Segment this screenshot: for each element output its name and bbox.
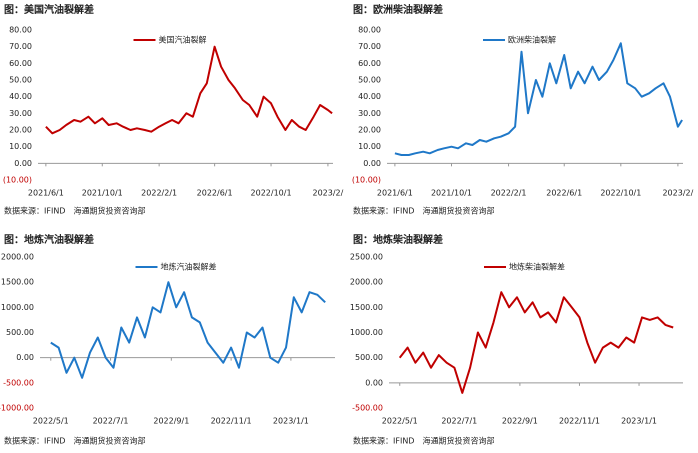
y-tick-label: 500.00 <box>6 328 34 337</box>
y-tick-label: 20.00 <box>358 126 381 135</box>
y-tick-label: 10.00 <box>358 142 381 151</box>
y-tick-label: 30.00 <box>9 109 32 118</box>
x-tick-label: 2022/10/1 <box>251 189 292 198</box>
y-tick-label: (10.00) <box>352 176 381 185</box>
x-tick-label: 2022/2/1 <box>141 189 177 198</box>
y-tick-label: -1000.00 <box>0 404 34 413</box>
x-tick-label: 2021/10/1 <box>431 189 472 198</box>
y-tick-label: -500.00 <box>3 378 34 387</box>
y-tick-label: 40.00 <box>358 92 381 101</box>
y-tick-label: 20.00 <box>9 126 32 135</box>
legend-label: 地炼柴油裂解差 <box>509 262 565 272</box>
y-tick-label: 40.00 <box>9 92 32 101</box>
y-tick-label: 80.00 <box>9 26 32 35</box>
y-tick-label: 2500.00 <box>350 253 383 262</box>
y-tick-label: 60.00 <box>358 59 381 68</box>
x-tick-label: 2022/7/1 <box>441 417 477 426</box>
y-tick-label: 0.00 <box>14 159 32 168</box>
y-tick-label: (10.00) <box>3 176 32 185</box>
y-tick-label: 50.00 <box>9 76 32 85</box>
y-tick-label: 500.00 <box>355 353 383 362</box>
y-tick-label: 50.00 <box>358 76 381 85</box>
x-tick-label: 2023/1/1 <box>273 417 309 426</box>
y-tick-label: 60.00 <box>9 59 32 68</box>
y-tick-label: 30.00 <box>358 109 381 118</box>
y-tick-label: 70.00 <box>9 42 32 51</box>
chart-title: 图：欧洲柴油裂解差 <box>353 3 443 16</box>
source-note: 数据来源：IFIND 海通期货投资咨询部 <box>353 206 494 216</box>
y-tick-label: 10.00 <box>9 142 32 151</box>
source-note: 数据来源：IFIND 海通期货投资咨询部 <box>4 436 145 446</box>
legend-label: 地炼汽油裂解差 <box>161 262 217 272</box>
chart-title: 图：地炼汽油裂解差 <box>4 233 94 246</box>
x-tick-label: 2022/9/1 <box>502 417 538 426</box>
series-line <box>50 281 326 379</box>
y-tick-label: 1500.00 <box>1 278 34 287</box>
y-tick-label: 80.00 <box>358 26 381 35</box>
source-note: 数据来源：IFIND 海通期货投资咨询部 <box>353 436 494 446</box>
x-tick-label: 2022/5/1 <box>33 417 69 426</box>
series-line <box>45 45 333 135</box>
chart-title: 图：地炼柴油裂解差 <box>353 233 443 246</box>
x-tick-label: 2022/6/1 <box>546 189 582 198</box>
source-note: 数据来源：IFIND 海通期货投资咨询部 <box>4 206 145 216</box>
legend-label: 欧洲柴油裂解 <box>508 35 556 45</box>
y-tick-label: 2000.00 <box>350 278 383 287</box>
y-tick-label: 0.00 <box>363 159 381 168</box>
x-tick-label: 2022/2/1 <box>491 189 527 198</box>
legend-label: 美国汽油裂解 <box>159 35 207 45</box>
x-tick-label: 2021/10/1 <box>82 189 123 198</box>
x-tick-label: 2022/6/1 <box>197 189 233 198</box>
x-tick-label: 2022/9/1 <box>153 417 189 426</box>
x-tick-label: 2023/2/ <box>312 189 343 198</box>
x-tick-label: 2022/5/1 <box>382 417 418 426</box>
y-tick-label: -500.00 <box>352 404 383 413</box>
y-tick-label: 2000.00 <box>1 253 34 262</box>
y-tick-label: 0.00 <box>16 353 34 362</box>
x-tick-label: 2022/11/1 <box>559 417 600 426</box>
chart-title: 图：美国汽油裂解差 <box>4 3 94 16</box>
x-tick-label: 2022/10/1 <box>600 189 641 198</box>
series-line <box>394 42 683 156</box>
x-tick-label: 2022/7/1 <box>93 417 129 426</box>
y-tick-label: 70.00 <box>358 42 381 51</box>
x-tick-label: 2023/2/ <box>662 189 693 198</box>
series-line <box>398 291 674 394</box>
x-tick-label: 2021/6/1 <box>28 189 64 198</box>
y-tick-label: 1500.00 <box>350 303 383 312</box>
y-tick-label: 0.00 <box>365 378 383 387</box>
y-tick-label: 1000.00 <box>1 303 34 312</box>
x-tick-label: 2023/1/1 <box>621 417 657 426</box>
x-tick-label: 2021/6/1 <box>377 189 413 198</box>
x-tick-label: 2022/11/1 <box>211 417 252 426</box>
y-tick-label: 1000.00 <box>350 328 383 337</box>
